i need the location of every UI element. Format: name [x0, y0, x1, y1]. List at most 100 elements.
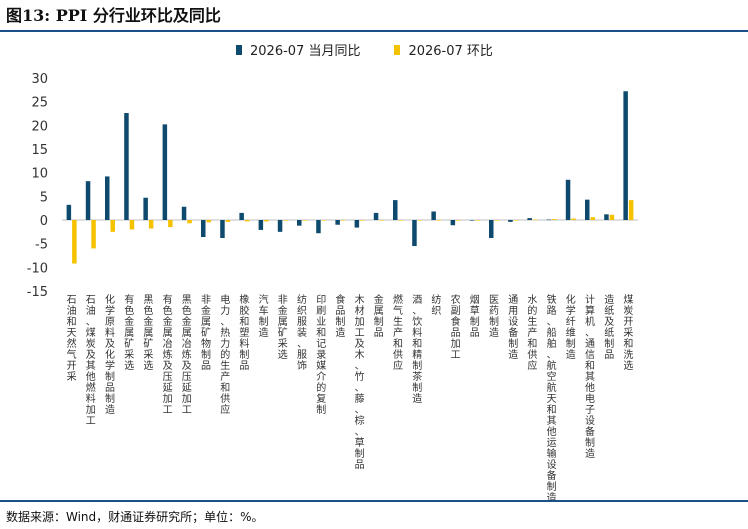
bar-mom	[590, 217, 595, 220]
bar-yoy	[277, 220, 283, 232]
bar-mom	[475, 220, 480, 221]
bar-mom	[244, 220, 250, 222]
bar-mom	[129, 220, 135, 230]
x-tick-label: 黑色金属冶炼及压延加工	[182, 294, 192, 416]
bar-yoy	[604, 214, 609, 220]
bar-mom	[398, 220, 403, 221]
y-tick-label: 25	[31, 96, 48, 111]
bar-yoy	[239, 212, 244, 220]
bar-mom	[91, 220, 96, 249]
bar-mom	[417, 220, 423, 221]
bar-yoy	[354, 220, 360, 228]
bar-mom	[321, 220, 327, 221]
y-tick-label: 10	[31, 167, 48, 182]
bar-mom	[264, 220, 269, 222]
bar-yoy	[162, 124, 168, 220]
bar-mom	[360, 220, 365, 221]
bar-yoy	[105, 176, 110, 220]
bar-yoy	[85, 181, 91, 220]
bar-yoy	[565, 179, 571, 220]
bar-yoy	[316, 220, 321, 234]
bar-yoy	[124, 113, 129, 220]
bar-mom	[110, 220, 115, 232]
bar-mom	[340, 220, 346, 221]
x-tick-label: 造纸及纸制品	[604, 293, 614, 361]
bar-mom	[494, 220, 499, 221]
x-tick-label: 通用设备制造	[508, 294, 518, 361]
x-tick-label: 石油、煤炭及其他燃料加工	[86, 295, 96, 427]
x-tick-label: 医药制造	[489, 294, 499, 339]
bar-yoy	[585, 199, 590, 220]
x-tick-label: 煤炭开采和洗选	[623, 293, 633, 372]
x-tick-label: 石油和天然气开采	[67, 295, 77, 383]
x-tick-label: 金属制品	[374, 293, 384, 339]
bar-yoy	[527, 218, 532, 220]
bottom-rule	[0, 500, 748, 502]
bar-yoy	[373, 212, 379, 220]
bars-group	[66, 91, 634, 264]
bar-yoy	[469, 220, 475, 221]
bar-mom	[225, 220, 231, 222]
top-rule	[0, 30, 748, 32]
y-tick-label: 5	[40, 190, 48, 205]
bar-mom	[609, 214, 615, 220]
bar-mom	[456, 220, 461, 221]
bar-mom	[628, 200, 634, 220]
x-tick-label: 印刷业和记录媒介的复制	[316, 294, 326, 416]
bar-yoy	[258, 220, 264, 230]
legend-item-yoy: 2026-07 当月同比	[236, 40, 360, 59]
legend-label-yoy: 2026-07 当月同比	[250, 44, 361, 59]
x-tick-label: 化学纤维制造	[566, 293, 576, 361]
source-note: 数据来源：Wind，财通证券研究所；单位：%。	[6, 510, 264, 524]
bar-mom	[72, 220, 77, 264]
x-tick-label: 计算机、通信和其他电子设备制造	[585, 293, 595, 460]
bar-mom	[379, 220, 384, 221]
x-tick-label: 非金属矿采选	[278, 294, 288, 361]
bar-yoy	[412, 220, 417, 247]
x-tick-label: 有色金属矿采选	[124, 293, 134, 372]
x-tick-label: 汽车制造	[259, 293, 269, 339]
bar-yoy	[181, 206, 187, 220]
bar-mom	[513, 220, 519, 221]
bar-yoy	[431, 211, 436, 220]
legend-swatch-mom	[394, 44, 401, 55]
bar-yoy	[220, 220, 225, 238]
y-tick-label: 15	[31, 143, 48, 158]
x-tick-label: 橡胶和塑料制品	[239, 293, 249, 372]
y-tick-label: -5	[35, 238, 48, 253]
legend-label-mom: 2026-07 环比	[408, 44, 493, 59]
bar-mom	[187, 220, 192, 224]
bar-mom	[148, 220, 154, 229]
bar-yoy	[143, 197, 148, 220]
y-tick-label: 20	[31, 119, 48, 134]
x-tick-label: 燃气生产和供应	[393, 293, 403, 372]
bar-mom	[436, 220, 442, 221]
bar-mom	[206, 220, 211, 223]
y-tick-label: -10	[27, 261, 48, 276]
bar-yoy	[450, 220, 456, 226]
x-tick-label: 水的生产和供应	[527, 294, 537, 372]
x-tick-label: 农副食品加工	[451, 293, 461, 361]
y-axis: -15 -10 -5 0 5 10 15 20 25 30	[27, 72, 48, 300]
x-axis-labels: 石油和天然气开采石油、煤炭及其他燃料加工化学原料及化学制品制造有色金属矿采选黑色…	[67, 293, 634, 504]
x-tick-label: 纺织服装、服饰	[297, 293, 307, 372]
legend-item-mom: 2026-07 环比	[394, 40, 493, 59]
x-tick-label: 食品制造	[335, 293, 345, 339]
bar-mom	[302, 220, 307, 221]
bar-mom	[283, 220, 288, 221]
bar-yoy	[508, 220, 513, 222]
bar-yoy	[297, 220, 302, 226]
y-tick-label: -15	[27, 285, 48, 300]
x-tick-label: 纺织	[431, 293, 441, 317]
y-tick-label: 30	[31, 72, 48, 87]
bar-mom	[168, 220, 173, 228]
x-tick-label: 烟草制品	[470, 293, 480, 339]
x-tick-label: 铁路、船舶、航空航天和其他运输设备制造	[547, 293, 557, 504]
bar-mom	[552, 219, 557, 220]
x-tick-label: 木材加工及木、竹、藤、棕、草制品	[355, 294, 365, 471]
bar-yoy	[623, 91, 628, 220]
legend-swatch-yoy	[236, 44, 242, 55]
chart-legend: 2026-07 当月同比 2026-07 环比	[236, 40, 527, 59]
bar-mom	[571, 218, 576, 220]
